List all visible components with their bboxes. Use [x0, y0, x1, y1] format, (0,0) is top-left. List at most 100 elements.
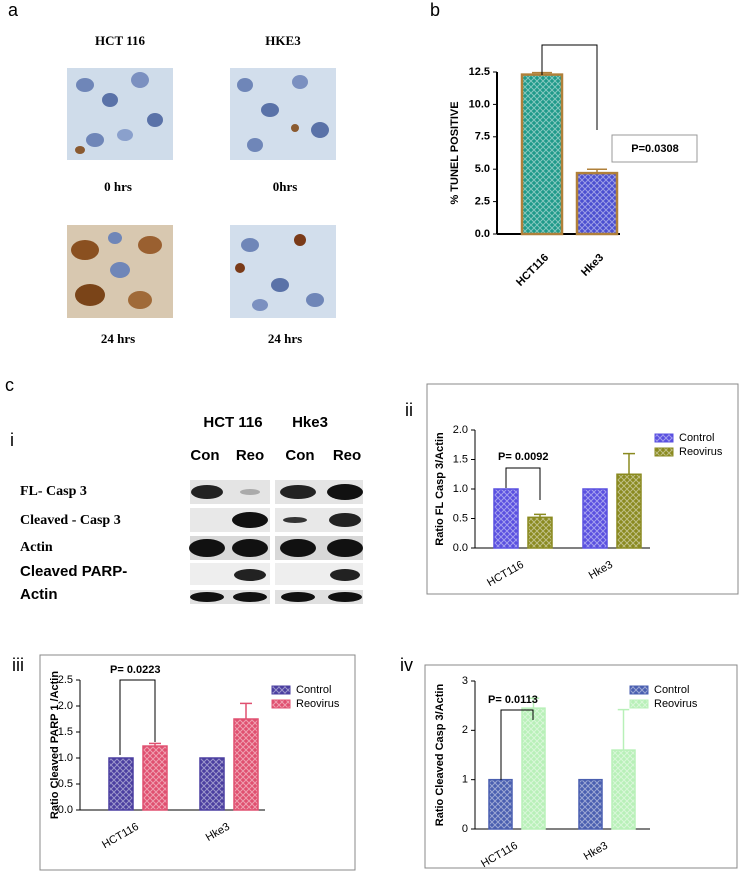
cell-line: Hke3 — [292, 414, 328, 431]
significance-bracket — [541, 44, 598, 130]
bar — [142, 745, 168, 811]
y-tick-label: 2.0 — [453, 424, 468, 436]
y-axis-label: Ratio Cleaved PARP 1 /Actin — [49, 671, 61, 819]
y-tick-label: 0.0 — [475, 228, 490, 240]
annotation: P= 0.0223 — [110, 664, 160, 676]
legend-label: Reovirus — [296, 698, 340, 710]
y-tick-label: 0.5 — [58, 778, 73, 790]
annotation-box — [611, 134, 698, 163]
bar — [527, 516, 553, 549]
x-tick-label: Hke3 — [582, 840, 610, 863]
y-tick-label: 0.5 — [453, 512, 468, 524]
panel-label: b — [430, 0, 440, 20]
annotation: P= 0.0113 — [488, 694, 538, 706]
panel-label: i — [10, 430, 14, 450]
panel-label: c — [5, 375, 14, 395]
y-tick-label: 2.5 — [475, 196, 490, 208]
caption: 0hrs — [273, 179, 298, 194]
row-label: Actin — [20, 586, 58, 603]
y-tick-label: 2 — [462, 724, 468, 736]
y-tick-label: 7.5 — [475, 131, 490, 143]
micrograph — [67, 225, 173, 318]
western-blot — [189, 480, 363, 604]
legend-label: Control — [654, 684, 689, 696]
panel-frame — [426, 383, 739, 595]
bar — [199, 757, 225, 811]
x-tick-label: HCT116 — [485, 559, 526, 589]
caption: 0 hrs — [104, 179, 132, 194]
x-tick-label: Hke3 — [204, 821, 232, 844]
y-tick-label: 1.0 — [58, 752, 73, 764]
x-tick-label: Hke3 — [587, 559, 615, 582]
legend-swatch — [629, 699, 649, 709]
micrograph — [67, 68, 173, 160]
bar — [233, 718, 259, 811]
panel-label: ii — [405, 400, 413, 420]
bar — [493, 488, 519, 549]
y-tick-label: 1 — [462, 774, 468, 786]
row-label: Cleaved - Casp 3 — [20, 513, 121, 528]
x-tick-label: HCT116 — [100, 821, 141, 851]
micrograph — [230, 225, 336, 318]
y-tick-label: 1.5 — [58, 726, 73, 738]
significance-bracket — [500, 709, 534, 780]
annotation: P= 0.0092 — [498, 451, 548, 463]
legend-label: Control — [296, 684, 331, 696]
significance-bracket — [119, 679, 156, 755]
x-tick-label: HCT116 — [514, 252, 551, 289]
panel-frame — [39, 654, 356, 871]
bar — [611, 749, 636, 830]
annotation: P=0.0308 — [631, 143, 678, 155]
legend-swatch — [629, 685, 649, 695]
legend-label: Reovirus — [679, 446, 723, 458]
bar — [108, 757, 134, 811]
panel-frame — [424, 664, 738, 869]
bar — [575, 171, 619, 236]
condition: Reo — [333, 447, 361, 464]
y-axis-label: % TUNEL POSITIVE — [449, 101, 461, 204]
row-label: FL- Casp 3 — [20, 484, 87, 499]
bar — [582, 488, 608, 549]
y-tick-label: 2.5 — [58, 674, 73, 686]
legend-label: Reovirus — [654, 698, 698, 710]
x-tick-label: Hke3 — [579, 252, 606, 279]
y-tick-label: 10.0 — [469, 98, 490, 110]
bar — [488, 778, 513, 830]
y-tick-label: 1.0 — [453, 483, 468, 495]
legend-swatch — [271, 699, 291, 709]
panel-label: iii — [12, 655, 24, 675]
bar — [520, 73, 564, 236]
significance-bracket — [505, 467, 541, 500]
condition: Con — [285, 447, 314, 464]
row-label: Cleaved PARP- — [20, 563, 127, 580]
condition: Reo — [236, 447, 264, 464]
column-header: HCT 116 — [95, 33, 145, 48]
panel-label: a — [8, 0, 19, 20]
y-tick-label: 0.0 — [453, 542, 468, 554]
y-tick-label: 5.0 — [475, 163, 490, 175]
y-tick-label: 3 — [462, 675, 468, 687]
micrograph — [230, 68, 336, 160]
y-tick-label: 12.5 — [469, 66, 490, 78]
legend-swatch — [654, 447, 674, 457]
panel-label: iv — [400, 655, 413, 675]
y-axis-label: Ratio Cleaved Casp 3/Actin — [434, 684, 446, 827]
y-tick-label: 1.5 — [453, 453, 468, 465]
legend-label: Control — [679, 432, 714, 444]
x-tick-label: HCT116 — [479, 840, 520, 870]
caption: 24 hrs — [268, 331, 302, 346]
legend-swatch — [654, 433, 674, 443]
y-tick-label: 2.0 — [58, 700, 73, 712]
condition: Con — [190, 447, 219, 464]
column-header: HKE3 — [265, 33, 301, 48]
bar — [521, 707, 546, 830]
cell-line: HCT 116 — [203, 414, 262, 431]
row-label: Actin — [20, 540, 53, 555]
legend-swatch — [271, 685, 291, 695]
y-tick-label: 0 — [462, 823, 468, 835]
caption: 24 hrs — [101, 331, 135, 346]
y-axis-label: Ratio FL Casp 3/Actin — [434, 432, 446, 546]
bar — [616, 473, 642, 549]
y-tick-label: 0.0 — [58, 804, 73, 816]
